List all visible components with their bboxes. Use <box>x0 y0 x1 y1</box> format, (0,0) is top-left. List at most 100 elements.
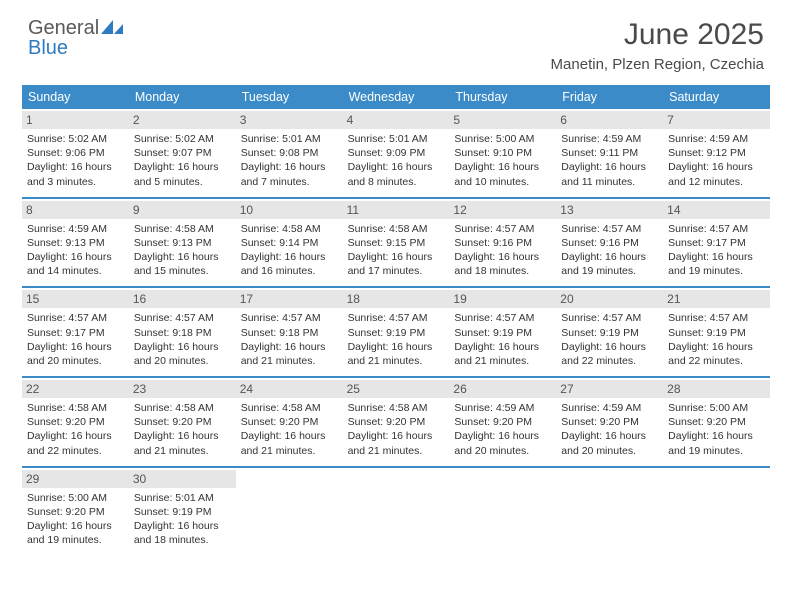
sunrise-text: Sunrise: 4:58 AM <box>348 222 445 236</box>
logo: General Blue <box>28 18 123 58</box>
weekday-header: Tuesday <box>236 85 343 109</box>
sunset-text: Sunset: 9:18 PM <box>241 326 338 340</box>
sunset-text: Sunset: 9:20 PM <box>134 415 231 429</box>
day-cell <box>556 468 663 556</box>
daylight-text: Daylight: 16 hours <box>454 340 551 354</box>
sunset-text: Sunset: 9:19 PM <box>668 326 765 340</box>
daylight-text: and 21 minutes. <box>348 444 445 458</box>
daylight-text: and 18 minutes. <box>134 533 231 547</box>
week-row: 15Sunrise: 4:57 AMSunset: 9:17 PMDayligh… <box>22 288 770 378</box>
daylight-text: and 19 minutes. <box>561 264 658 278</box>
daylight-text: and 21 minutes. <box>348 354 445 368</box>
sunrise-text: Sunrise: 4:58 AM <box>241 222 338 236</box>
daylight-text: and 5 minutes. <box>134 175 231 189</box>
daylight-text: Daylight: 16 hours <box>348 429 445 443</box>
sunset-text: Sunset: 9:20 PM <box>454 415 551 429</box>
daylight-text: Daylight: 16 hours <box>561 160 658 174</box>
sunrise-text: Sunrise: 5:00 AM <box>668 401 765 415</box>
day-cell: 15Sunrise: 4:57 AMSunset: 9:17 PMDayligh… <box>22 288 129 376</box>
daylight-text: and 20 minutes. <box>134 354 231 368</box>
sunset-text: Sunset: 9:09 PM <box>348 146 445 160</box>
sunrise-text: Sunrise: 5:00 AM <box>27 491 124 505</box>
daylight-text: and 20 minutes. <box>454 444 551 458</box>
day-number: 14 <box>663 201 770 219</box>
sunset-text: Sunset: 9:20 PM <box>348 415 445 429</box>
daylight-text: and 21 minutes. <box>241 444 338 458</box>
daylight-text: and 3 minutes. <box>27 175 124 189</box>
day-number: 20 <box>556 290 663 308</box>
sunrise-text: Sunrise: 4:57 AM <box>241 311 338 325</box>
daylight-text: and 10 minutes. <box>454 175 551 189</box>
daylight-text: Daylight: 16 hours <box>454 429 551 443</box>
sunset-text: Sunset: 9:19 PM <box>454 326 551 340</box>
daylight-text: Daylight: 16 hours <box>241 160 338 174</box>
daylight-text: Daylight: 16 hours <box>134 160 231 174</box>
daylight-text: and 15 minutes. <box>134 264 231 278</box>
day-number: 12 <box>449 201 556 219</box>
day-cell: 3Sunrise: 5:01 AMSunset: 9:08 PMDaylight… <box>236 109 343 197</box>
day-cell: 2Sunrise: 5:02 AMSunset: 9:07 PMDaylight… <box>129 109 236 197</box>
logo-sail-icon <box>101 17 123 39</box>
daylight-text: and 19 minutes. <box>668 264 765 278</box>
sunset-text: Sunset: 9:19 PM <box>134 505 231 519</box>
sunset-text: Sunset: 9:11 PM <box>561 146 658 160</box>
weekday-header: Monday <box>129 85 236 109</box>
day-cell <box>663 468 770 556</box>
day-cell: 7Sunrise: 4:59 AMSunset: 9:12 PMDaylight… <box>663 109 770 197</box>
daylight-text: Daylight: 16 hours <box>27 250 124 264</box>
day-cell: 21Sunrise: 4:57 AMSunset: 9:19 PMDayligh… <box>663 288 770 376</box>
daylight-text: and 7 minutes. <box>241 175 338 189</box>
week-row: 8Sunrise: 4:59 AMSunset: 9:13 PMDaylight… <box>22 199 770 289</box>
day-number: 1 <box>22 111 129 129</box>
daylight-text: and 20 minutes. <box>27 354 124 368</box>
sunrise-text: Sunrise: 4:58 AM <box>241 401 338 415</box>
daylight-text: Daylight: 16 hours <box>27 160 124 174</box>
day-number: 26 <box>449 380 556 398</box>
sunset-text: Sunset: 9:17 PM <box>668 236 765 250</box>
sunrise-text: Sunrise: 4:57 AM <box>561 311 658 325</box>
daylight-text: Daylight: 16 hours <box>561 340 658 354</box>
sunrise-text: Sunrise: 4:59 AM <box>668 132 765 146</box>
day-cell: 28Sunrise: 5:00 AMSunset: 9:20 PMDayligh… <box>663 378 770 466</box>
daylight-text: Daylight: 16 hours <box>134 250 231 264</box>
day-cell <box>343 468 450 556</box>
sunset-text: Sunset: 9:20 PM <box>241 415 338 429</box>
sunset-text: Sunset: 9:15 PM <box>348 236 445 250</box>
logo-word-2: Blue <box>28 37 68 59</box>
daylight-text: Daylight: 16 hours <box>241 340 338 354</box>
daylight-text: and 21 minutes. <box>134 444 231 458</box>
day-number: 29 <box>22 470 129 488</box>
week-row: 22Sunrise: 4:58 AMSunset: 9:20 PMDayligh… <box>22 378 770 468</box>
day-cell: 18Sunrise: 4:57 AMSunset: 9:19 PMDayligh… <box>343 288 450 376</box>
weekday-header: Friday <box>556 85 663 109</box>
sunrise-text: Sunrise: 5:02 AM <box>134 132 231 146</box>
sunset-text: Sunset: 9:16 PM <box>454 236 551 250</box>
sunset-text: Sunset: 9:19 PM <box>561 326 658 340</box>
day-cell: 8Sunrise: 4:59 AMSunset: 9:13 PMDaylight… <box>22 199 129 287</box>
day-cell: 13Sunrise: 4:57 AMSunset: 9:16 PMDayligh… <box>556 199 663 287</box>
daylight-text: Daylight: 16 hours <box>27 429 124 443</box>
day-number: 13 <box>556 201 663 219</box>
sunset-text: Sunset: 9:20 PM <box>27 505 124 519</box>
sunset-text: Sunset: 9:06 PM <box>27 146 124 160</box>
sunset-text: Sunset: 9:20 PM <box>668 415 765 429</box>
sunset-text: Sunset: 9:16 PM <box>561 236 658 250</box>
day-cell: 4Sunrise: 5:01 AMSunset: 9:09 PMDaylight… <box>343 109 450 197</box>
daylight-text: Daylight: 16 hours <box>454 250 551 264</box>
sunset-text: Sunset: 9:10 PM <box>454 146 551 160</box>
sunrise-text: Sunrise: 5:01 AM <box>134 491 231 505</box>
sunset-text: Sunset: 9:20 PM <box>27 415 124 429</box>
sunrise-text: Sunrise: 5:01 AM <box>348 132 445 146</box>
title-block: June 2025 Manetin, Plzen Region, Czechia <box>551 18 764 73</box>
sunrise-text: Sunrise: 5:01 AM <box>241 132 338 146</box>
sunrise-text: Sunrise: 4:57 AM <box>668 311 765 325</box>
logo-word-1: General <box>28 17 99 39</box>
sunset-text: Sunset: 9:13 PM <box>134 236 231 250</box>
day-cell: 14Sunrise: 4:57 AMSunset: 9:17 PMDayligh… <box>663 199 770 287</box>
daylight-text: and 11 minutes. <box>561 175 658 189</box>
day-cell: 27Sunrise: 4:59 AMSunset: 9:20 PMDayligh… <box>556 378 663 466</box>
day-cell: 5Sunrise: 5:00 AMSunset: 9:10 PMDaylight… <box>449 109 556 197</box>
daylight-text: Daylight: 16 hours <box>454 160 551 174</box>
sunrise-text: Sunrise: 4:58 AM <box>134 401 231 415</box>
daylight-text: and 19 minutes. <box>27 533 124 547</box>
